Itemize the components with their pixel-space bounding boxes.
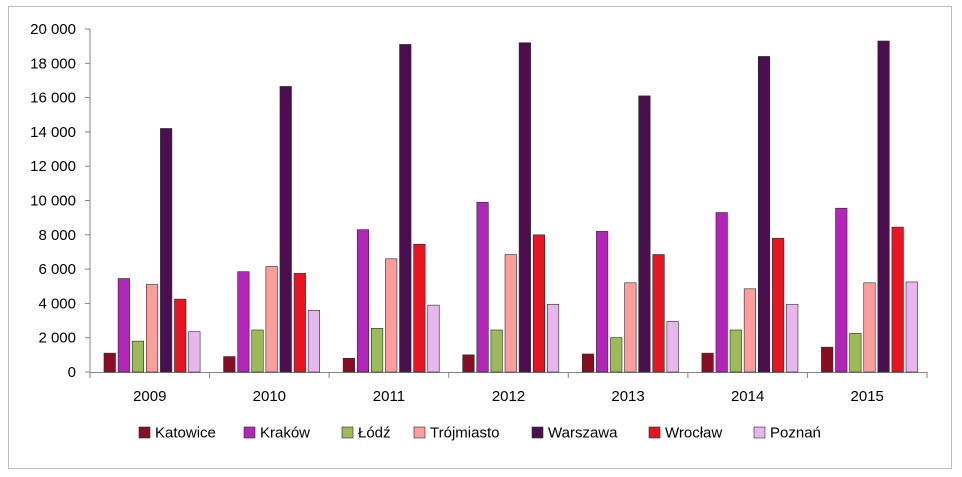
legend: Katowice Kraków Łódź Trójmiasto Warszawa Wroc… — [138, 425, 821, 442]
bar-trójmiasto-2015 — [863, 282, 876, 373]
bar-łódź-2009 — [131, 340, 144, 373]
bar-poznań-2013 — [666, 321, 679, 373]
bar-poznań-2009 — [188, 331, 201, 373]
bar-trójmiasto-2010 — [265, 266, 278, 373]
x-tick-label: 2012 — [492, 388, 525, 405]
bar-łódź-2014 — [729, 329, 742, 373]
legend-label: Wrocław — [665, 425, 722, 442]
legend-swatch — [753, 426, 766, 439]
bar-katowice-2009 — [103, 352, 116, 373]
bar-trójmiasto-2011 — [385, 258, 398, 373]
y-tick-label: 10 000 — [30, 193, 76, 210]
bar-wrocław-2009 — [174, 298, 187, 373]
bar-wrocław-2012 — [532, 234, 546, 373]
bar-kraków-2014 — [715, 212, 728, 373]
bar-warszawa-2014 — [757, 56, 771, 373]
y-axis-ticks: 0 2 000 4 000 6 000 8 000 10 000 12 000 14 000 1… — [30, 21, 90, 381]
bar-trójmiasto-2014 — [743, 288, 756, 373]
bar-poznań-2011 — [427, 304, 440, 373]
bar-kraków-2010 — [237, 271, 250, 373]
bar-kraków-2015 — [835, 207, 848, 373]
legend-swatch — [341, 426, 354, 439]
bar-katowice-2011 — [342, 357, 355, 373]
x-tick-label: 2014 — [731, 388, 764, 405]
x-tick-label: 2011 — [373, 388, 405, 405]
bar-katowice-2012 — [462, 354, 475, 373]
bar-katowice-2013 — [581, 353, 595, 373]
y-tick-label: 16 000 — [30, 90, 76, 107]
bar-katowice-2010 — [223, 356, 236, 373]
bar-poznań-2014 — [786, 303, 799, 373]
bar-warszawa-2011 — [399, 44, 412, 373]
bar-kraków-2012 — [476, 201, 489, 373]
y-tick-label: 4 000 — [38, 295, 76, 312]
x-axis-ticks: 2009 2010 2011 2012 2013 2014 2015 — [89, 372, 928, 405]
y-tick-label: 0 — [68, 364, 76, 381]
y-tick-label: 8 000 — [38, 227, 76, 244]
bar-łódź-2012 — [490, 329, 503, 373]
legend-label: Trójmiasto — [430, 425, 499, 442]
bar-wrocław-2013 — [652, 254, 665, 373]
bar-kraków-2009 — [117, 278, 130, 373]
legend-label: Warszawa — [548, 425, 618, 442]
y-tick-label: 6 000 — [38, 261, 76, 278]
bar-wrocław-2014 — [772, 237, 785, 373]
bar-trójmiasto-2009 — [146, 284, 159, 373]
y-tick-label: 14 000 — [30, 124, 76, 141]
bar-poznań-2015 — [905, 281, 918, 373]
bar-katowice-2015 — [821, 346, 834, 373]
bar-katowice-2014 — [701, 352, 714, 373]
bars — [103, 40, 918, 373]
y-tick-label: 12 000 — [30, 158, 76, 175]
bar-trójmiasto-2013 — [624, 282, 637, 373]
bar-łódź-2013 — [610, 337, 623, 373]
legend-swatch — [138, 426, 151, 439]
legend-label: Łódź — [358, 425, 391, 442]
legend-swatch — [413, 426, 426, 439]
legend-label: Kraków — [260, 425, 310, 442]
bar-warszawa-2013 — [638, 95, 651, 373]
bar-warszawa-2009 — [160, 128, 173, 373]
bar-łódź-2015 — [849, 333, 862, 373]
legend-label: Poznań — [770, 425, 821, 442]
bar-łódź-2010 — [251, 329, 264, 373]
legend-swatch — [243, 426, 256, 439]
bar-warszawa-2010 — [279, 86, 292, 373]
legend-swatch — [648, 426, 661, 439]
y-tick-label: 2 000 — [38, 330, 76, 347]
bar-łódź-2011 — [371, 327, 384, 373]
x-tick-label: 2015 — [851, 388, 884, 405]
x-tick-label: 2010 — [253, 388, 286, 405]
x-tick-label: 2013 — [611, 388, 644, 405]
bar-trójmiasto-2012 — [504, 254, 517, 373]
bar-poznań-2012 — [547, 303, 560, 373]
legend-swatch — [531, 426, 544, 439]
bar-kraków-2013 — [596, 231, 609, 373]
bar-poznań-2010 — [307, 309, 320, 373]
y-tick-label: 18 000 — [30, 55, 76, 72]
bar-warszawa-2015 — [877, 40, 890, 373]
bar-warszawa-2012 — [518, 42, 531, 373]
legend-label: Katowice — [155, 425, 216, 442]
bar-kraków-2011 — [356, 229, 370, 373]
bar-wrocław-2011 — [413, 243, 426, 373]
bar-wrocław-2010 — [293, 273, 306, 373]
x-tick-label: 2009 — [133, 388, 166, 405]
y-tick-label: 20 000 — [30, 21, 76, 38]
bar-wrocław-2015 — [891, 226, 904, 373]
